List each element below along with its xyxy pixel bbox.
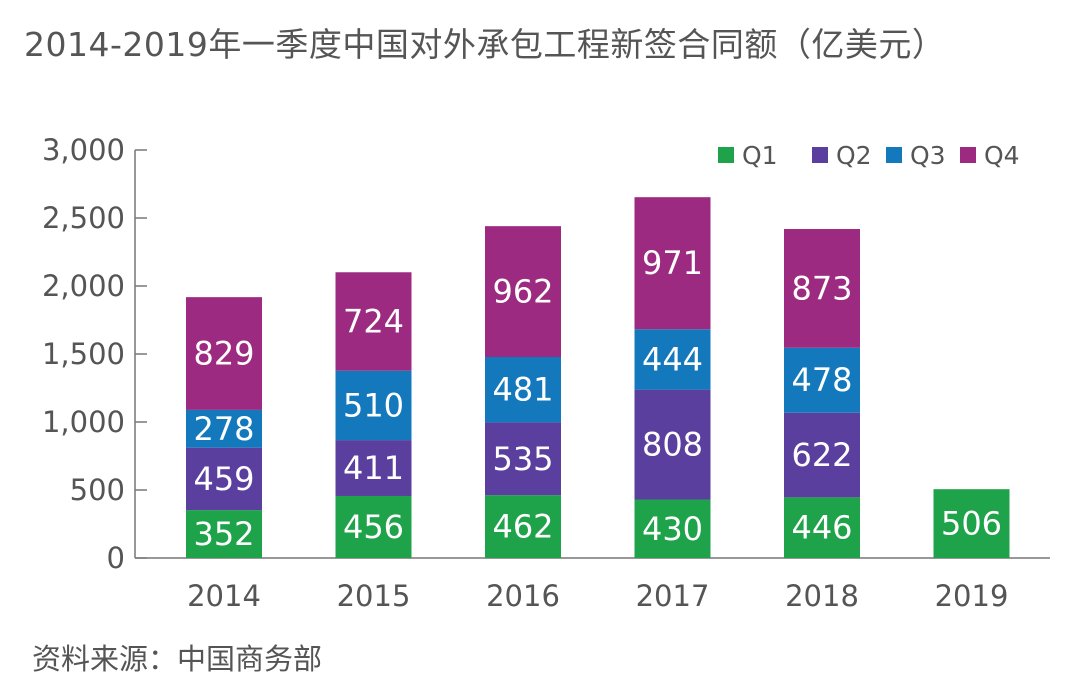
- legend-label-q4: Q4: [984, 141, 1020, 170]
- data-label: 352: [193, 515, 254, 553]
- legend-label-q3: Q3: [910, 141, 946, 170]
- y-tick-label: 2,000: [42, 269, 125, 303]
- bar-segment-q2-2017: [634, 389, 711, 500]
- legend-label-q2: Q2: [836, 141, 872, 170]
- data-label: 873: [791, 269, 852, 307]
- data-label: 622: [791, 436, 852, 474]
- x-tick-label: 2017: [636, 579, 710, 613]
- bar-segment-q4-2015: [335, 272, 412, 371]
- data-label: 444: [642, 340, 703, 378]
- data-label: 456: [343, 508, 404, 546]
- bar-segment-q1-2018: [784, 497, 860, 558]
- data-label: 724: [343, 302, 404, 340]
- legend-swatch-q1: [718, 147, 734, 163]
- bar-segment-q1-2016: [485, 495, 561, 558]
- bar-segment-q2-2014: [186, 447, 262, 511]
- data-label: 478: [791, 361, 852, 399]
- bar-segment-q4-2017: [634, 197, 711, 330]
- legend-label-q1: Q1: [742, 141, 778, 170]
- y-tick-label: 0: [107, 541, 125, 575]
- legend: Q1 Q2 Q3 Q4: [718, 141, 1020, 170]
- bar-segment-q1-2017: [634, 499, 711, 558]
- data-label: 459: [193, 460, 254, 498]
- y-tick-label: 3,000: [42, 133, 125, 167]
- data-label: 808: [642, 426, 703, 464]
- x-tick-label: 2019: [935, 579, 1009, 613]
- legend-swatch-q3: [886, 147, 902, 163]
- chart-title: 2014-2019年一季度中国对外承包工程新签合同额（亿美元）: [24, 25, 946, 64]
- bar-segment-q2-2016: [485, 422, 561, 496]
- bar-segment-q2-2018: [784, 412, 860, 498]
- bars: 352 459 278 829 456 411 510 724 462 535 481 962 430 8…: [186, 197, 1010, 558]
- legend-swatch-q2: [812, 147, 828, 163]
- bar-segment-q1-2014: [186, 510, 262, 558]
- bar-segment-q3-2015: [335, 370, 412, 441]
- data-label: 510: [343, 386, 404, 424]
- y-tick-label: 1,500: [42, 337, 125, 371]
- data-label: 462: [492, 508, 553, 546]
- data-label: 278: [193, 410, 254, 448]
- data-label: 481: [492, 371, 553, 409]
- legend-swatch-q4: [960, 147, 976, 163]
- data-label: 446: [791, 509, 852, 547]
- bar-segment-q4-2014: [186, 297, 262, 410]
- bar-segment-q3-2016: [485, 356, 561, 423]
- x-tick-label: 2015: [337, 579, 411, 613]
- data-label: 962: [492, 273, 553, 311]
- bar-segment-q1-2019: [933, 489, 1010, 558]
- bar-segment-q3-2014: [186, 409, 262, 448]
- bar-segment-q4-2016: [485, 226, 561, 357]
- x-tick-label: 2014: [187, 579, 261, 613]
- data-label: 971: [642, 244, 703, 282]
- bar-segment-q4-2018: [784, 229, 860, 348]
- y-tick-label: 2,500: [42, 201, 125, 235]
- x-tick-label: 2016: [486, 579, 560, 613]
- y-tick-label: 500: [70, 473, 125, 507]
- data-label: 535: [492, 440, 553, 478]
- y-tick-label: 1,000: [42, 405, 125, 439]
- data-label: 411: [343, 449, 404, 487]
- bar-segment-q1-2015: [335, 495, 412, 558]
- data-label: 506: [941, 505, 1002, 543]
- data-label: 829: [193, 335, 254, 373]
- x-tick-label: 2018: [785, 579, 859, 613]
- source-note: 资料来源：中国商务部: [32, 642, 323, 676]
- bar-segment-q3-2017: [634, 329, 711, 390]
- bar-segment-q2-2015: [335, 440, 412, 496]
- data-label: 430: [642, 510, 703, 548]
- bar-segment-q3-2018: [784, 347, 860, 413]
- axes: 0 500 1,000 1,500 2,000 2,500 3,000 2014 2015 201…: [42, 133, 1050, 613]
